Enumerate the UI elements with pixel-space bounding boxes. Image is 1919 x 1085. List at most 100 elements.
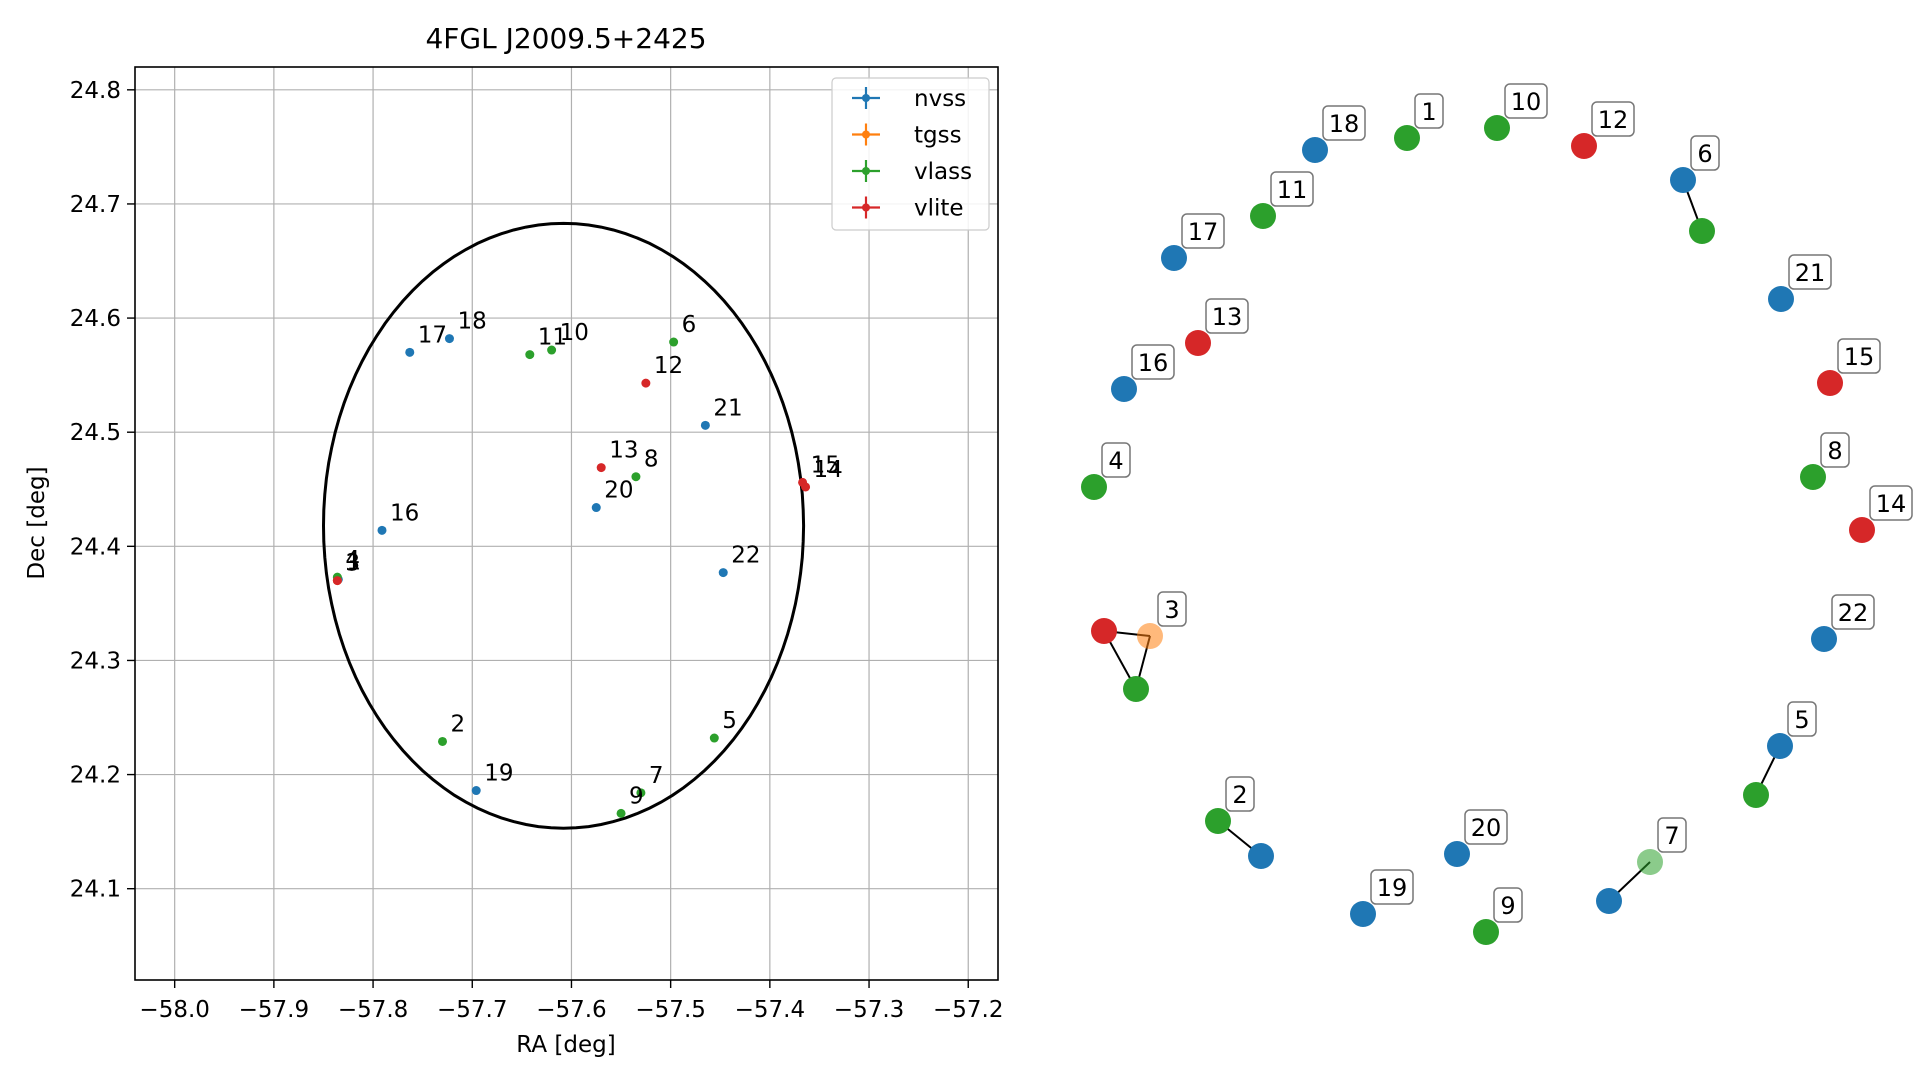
node-label-box [1101,442,1131,478]
graph-node-5 [1767,733,1793,759]
graph-node-8 [1800,464,1826,490]
y-tick-label: 24.5 [70,420,121,446]
graph-node-2 [1205,808,1231,834]
graph-node-unlabeled [1091,618,1117,644]
node-label-box [1869,485,1913,521]
node-label: 10 [1511,88,1542,116]
point-label: 18 [457,309,486,335]
x-tick-label: −57.4 [735,997,805,1023]
point-nvss-16 [377,525,387,535]
point-label: 12 [654,353,683,379]
point-label: 14 [814,457,843,483]
point-vlass-5 [709,733,719,743]
point-nvss-20 [591,503,601,513]
node-label-box [1788,254,1832,290]
node-label: 7 [1664,822,1679,850]
node-label-box [1493,887,1523,923]
node-label: 19 [1377,874,1408,902]
point-nvss-22 [718,568,728,578]
point-label: 5 [722,708,737,734]
graph-node-12 [1571,133,1597,159]
legend-label-vlass: vlass [914,159,972,185]
node-label: 3 [1164,596,1179,624]
node-label: 9 [1500,892,1515,920]
legend-label-nvss: nvss [914,86,966,112]
graph-edges [1103,179,1781,902]
point-vlass-11 [525,350,535,360]
x-ticks: −58.0 −57.9 −57.8 −57.7 −57.6 −57.5 −57.4 −57.3… [139,980,1003,1023]
y-tick-label: 24.7 [70,192,121,218]
graph-node-unlabeled [1123,676,1149,702]
point-label: 7 [649,763,664,789]
node-label: 6 [1697,140,1712,168]
y-tick-label: 24.6 [70,306,121,332]
graph-node-unlabeled [1596,888,1622,914]
node-label-box [1820,432,1850,468]
x-tick-label: −57.5 [635,997,705,1023]
legend-dot-vlite [862,203,870,212]
y-tick-label: 24.4 [70,534,121,560]
node-label-box [1837,338,1881,374]
node-label-box [1225,776,1255,812]
point-vlass-7 [636,788,646,798]
graph-node-1 [1394,125,1420,151]
point-nvss-17 [405,347,415,357]
point-label: 9 [629,783,644,809]
point-label: 1 [346,549,361,575]
graph-node-14 [1849,517,1875,543]
node-label-box [1464,809,1508,845]
node-label: 4 [1108,447,1123,475]
node-label: 16 [1138,349,1169,377]
point-vlass-8 [631,472,641,482]
point-label: 11 [538,325,567,351]
x-axis-label: RA [deg] [516,1032,615,1058]
legend-dot-tgss [862,130,870,139]
point-label: 8 [644,447,659,473]
graph-node-20 [1444,841,1470,867]
legend-dot-nvss [862,94,870,102]
point-label: 6 [682,312,697,338]
graph-node-17 [1161,245,1187,271]
node-label: 15 [1844,343,1875,371]
point-label: 2 [451,711,466,737]
axes-frame [134,66,999,981]
graph-node-10 [1484,115,1510,141]
node-label-box [1414,93,1444,129]
point-label: 4 [345,547,360,573]
point-label: 16 [390,500,419,526]
point-label: 3 [345,551,360,577]
graph-node-18 [1302,137,1328,163]
node-label: 11 [1277,176,1308,204]
point-label: 13 [609,438,638,464]
node-label-box [1591,101,1635,137]
error-ellipse [321,221,806,830]
node-label: 2 [1232,781,1247,809]
point-nvss-21 [700,420,710,430]
point-label: 21 [713,395,742,421]
graph-node-11 [1250,203,1276,229]
legend-dot-vlass [862,167,870,175]
x-tick-label: −57.9 [239,997,309,1023]
node-label: 20 [1471,814,1502,842]
point-label: 17 [418,322,447,348]
x-tick-label: −57.3 [834,997,904,1023]
point-vlass-9 [616,808,626,818]
graph-node-unlabeled [1743,782,1769,808]
point-vlite-12 [641,378,651,388]
graph-node-unlabeled [1248,843,1274,869]
point-label: 3 [345,551,360,577]
graph-node-3 [1137,623,1163,649]
node-label: 1 [1421,98,1436,126]
legend-label-tgss: tgss [914,123,962,149]
node-label-box [1370,869,1414,905]
legend: nvss tgss vlass vlite [831,77,990,231]
data-points [332,334,811,818]
graph-node-16 [1111,376,1137,402]
point-nvss-19 [471,786,481,796]
node-label-box [1657,817,1687,853]
graph-node-9 [1473,919,1499,945]
node-label-box [1131,344,1175,380]
